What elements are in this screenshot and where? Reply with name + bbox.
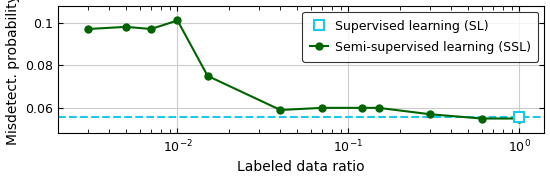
Semi-supervised learning (SSL) <box>318 107 325 109</box>
Semi-supervised learning (SSL) <box>427 113 433 115</box>
Semi-supervised learning (SSL) <box>174 19 181 22</box>
Semi-supervised learning (SSL) <box>516 117 522 120</box>
Semi-supervised learning (SSL) <box>148 28 155 30</box>
Semi-supervised learning (SSL) <box>359 107 365 109</box>
Legend: Supervised learning (SL), Semi-supervised learning (SSL): Supervised learning (SL), Semi-supervise… <box>302 12 538 62</box>
Semi-supervised learning (SSL) <box>204 75 211 77</box>
Y-axis label: Misdetect. probability: Misdetect. probability <box>6 0 20 145</box>
Semi-supervised learning (SSL) <box>478 117 485 120</box>
Semi-supervised learning (SSL) <box>375 107 382 109</box>
Line: Semi-supervised learning (SSL): Semi-supervised learning (SSL) <box>85 17 523 122</box>
Semi-supervised learning (SSL) <box>277 109 284 111</box>
Semi-supervised learning (SSL) <box>123 26 129 28</box>
X-axis label: Labeled data ratio: Labeled data ratio <box>238 160 365 174</box>
Semi-supervised learning (SSL) <box>85 28 91 30</box>
